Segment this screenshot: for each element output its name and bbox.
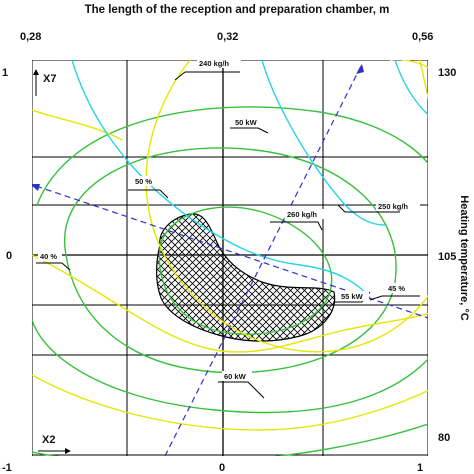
top-tick-1: 0,32 (217, 31, 238, 43)
label-250-kg-h: 250 kg/h (378, 202, 408, 211)
label-45-percent: 45 % (388, 284, 405, 293)
label-50-percent: 50 % (135, 177, 152, 186)
left-tick-0: 1 (2, 67, 8, 79)
label-40-percent: 40 % (40, 252, 57, 261)
top-tick-2: 0,56 (412, 31, 433, 43)
label-240-kg-h: 240 kg/h (199, 59, 229, 68)
axis-arrow-left-icon (32, 184, 40, 191)
x2-axis-indicator: X2 (38, 434, 71, 454)
label-260-kg-h: 260 kg/h (287, 210, 317, 219)
left-tick-1: 0 (6, 250, 12, 262)
optimum-region (156, 213, 336, 342)
label-55-kw: 55 kW (341, 292, 364, 301)
axis-arrow-up-icon (356, 64, 364, 74)
plot-area (32, 60, 428, 456)
top-tick-labels: 0,28 0,32 0,56 (20, 31, 433, 43)
top-tick-0: 0,28 (20, 31, 41, 43)
chart-title: The length of the reception and preparat… (85, 4, 390, 16)
left-tick-labels: 1 0 -1 (2, 67, 12, 474)
contour-labels: 240 kg/h 50 kW 50 % 260 kg/h 250 kg/h 55… (36, 57, 420, 399)
right-axis-label: Heating temperature, °C (458, 195, 470, 320)
yellow-contours (32, 60, 428, 431)
grid (32, 60, 428, 456)
right-tick-1: 105 (438, 251, 456, 263)
label-60-kw: 60 kW (224, 372, 247, 381)
cyan-contours (71, 60, 428, 301)
bottom-tick-2: 1 (417, 462, 423, 474)
right-tick-2: 80 (438, 432, 450, 444)
left-tick-2: -1 (2, 462, 12, 474)
label-50-kw: 50 kW (235, 118, 258, 127)
x7-axis-indicator: X7 (33, 69, 56, 96)
y-axis-name: X7 (43, 73, 56, 85)
right-tick-0: 130 (438, 67, 456, 79)
bottom-tick-1: 0 (219, 462, 225, 474)
bottom-tick-labels: 0 1 (219, 462, 423, 474)
x-axis-name: X2 (42, 434, 55, 446)
right-tick-labels: 130 105 80 (438, 67, 456, 444)
